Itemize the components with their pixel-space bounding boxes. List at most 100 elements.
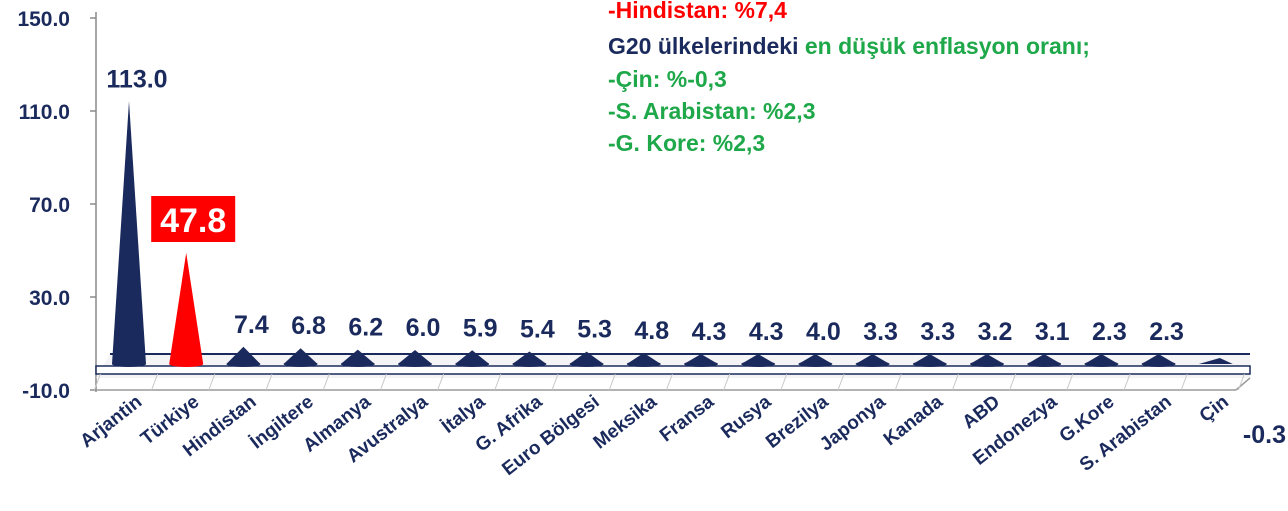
bar-base [169,361,204,367]
category-label: Fransa [656,391,718,446]
floor-divider [1009,373,1017,391]
annotation-line-2-part-1: G20 ülkelerindeki [608,33,805,59]
bar-base [912,361,947,367]
value-label: 47.8 [160,202,226,240]
bar-base [1027,361,1062,367]
bar-base [112,361,146,367]
value-label: 2.3 [1149,318,1184,346]
value-label: 6.8 [291,312,326,340]
bar [112,101,146,365]
bars-group [112,101,1233,367]
floor-divider [151,373,159,391]
value-label: 113.0 [106,65,167,93]
y-tick-label: 30.0 [29,287,70,310]
category-label: Çin [1196,391,1233,426]
value-label: 4.0 [806,318,841,346]
bar [340,349,375,364]
floor-divider [1180,373,1188,391]
value-label: 5.9 [463,314,498,342]
value-label: 3.2 [978,318,1013,346]
floor-divider [780,373,788,391]
bar [226,346,261,364]
category-label: Japonya [816,391,890,455]
bar-base [1084,361,1119,367]
bar-base [970,361,1004,367]
bar [569,351,604,364]
floor-divider [665,373,673,391]
floor-divider [837,373,845,391]
y-tick-label: -10.0 [22,380,70,403]
bar-base [741,361,776,367]
value-label: 3.3 [920,318,955,346]
value-label: 3.1 [1035,318,1070,346]
bar-base [398,361,432,367]
bar-base [283,361,318,367]
value-label: 2.3 [1092,318,1127,346]
bar [455,350,490,364]
floor-divider [551,373,559,391]
bar-base [226,361,261,367]
bar-base [455,361,490,367]
floor-divider [1123,373,1131,391]
floor-divider [265,373,273,391]
zero-plane [95,365,1251,375]
bar-base [798,361,833,367]
value-label: 5.3 [577,316,612,344]
floor-divider [608,373,616,391]
floor-divider [208,373,216,391]
highlight-label-box [151,196,236,242]
annotation-line-2: G20 ülkelerindeki en düşük enflasyon ora… [608,33,1090,59]
value-label: 5.4 [520,315,555,343]
bar [512,351,547,364]
bar-base [684,361,718,367]
category-label: Euro Bölgesi [498,391,603,480]
bar-base [855,361,890,367]
bar-base [626,361,661,367]
value-label: 6.2 [348,314,383,342]
bar-base [340,361,375,367]
bar [398,350,432,364]
chart-floor [93,353,1251,391]
value-label: 3.3 [863,318,898,346]
annotation-line-1: -Hindistan: %7,4 [608,0,787,23]
y-tick-label: 110.0 [19,101,70,124]
axis-group: 150.0 110.0 70.0 30.0 -10.0 [17,8,97,403]
floor-divider [1066,373,1074,391]
category-label: Arjantin [77,391,146,452]
floor-divider [894,373,902,391]
bar-base [512,361,547,367]
bar [626,352,661,364]
floor-divider [93,373,101,391]
floor-divider [437,373,445,391]
floor-divider [379,373,387,391]
annotation-line-2-part-2: en düşük enflasyon oranı; [805,33,1090,59]
annotation-line-3: -Çin: %-0,3 [608,66,727,92]
bar [1198,358,1233,364]
category-label: Kanada [880,391,947,450]
floor-side-edge [1235,377,1251,391]
floor-divider [494,373,502,391]
annotation-line-4: -S. Arabistan: %2,3 [608,98,815,124]
category-label: ABD [959,391,1004,433]
floor-divider [951,373,959,391]
annotation-box: -Hindistan: %7,4 G20 ülkelerindeki en dü… [608,0,1090,156]
bar-base [1141,361,1176,367]
floor-divider [1237,373,1245,391]
value-label: -0.3 [1243,421,1286,449]
value-label: 4.8 [634,317,669,345]
annotation-line-5: -G. Kore: %2,3 [608,130,765,156]
value-labels-group: 113.0 47.8 7.4 6.8 6.2 6.0 5.9 5.4 5.3 4.8 4.3 4.3 4… [106,65,1286,449]
bar-base [569,361,604,367]
value-label: 7.4 [234,311,269,339]
bar [283,348,318,364]
floor-divider [723,373,731,391]
floor-divider [322,373,330,391]
y-tick-label: 150.0 [17,8,70,31]
category-label: Meksika [590,391,662,453]
y-tick-label: 70.0 [29,194,70,217]
category-labels-group: ArjantinTürkiyeHindistanİngiltereAlmanya… [77,391,1233,480]
value-label: 6.0 [406,314,441,342]
bar [169,252,204,364]
value-label: 4.3 [692,318,727,346]
